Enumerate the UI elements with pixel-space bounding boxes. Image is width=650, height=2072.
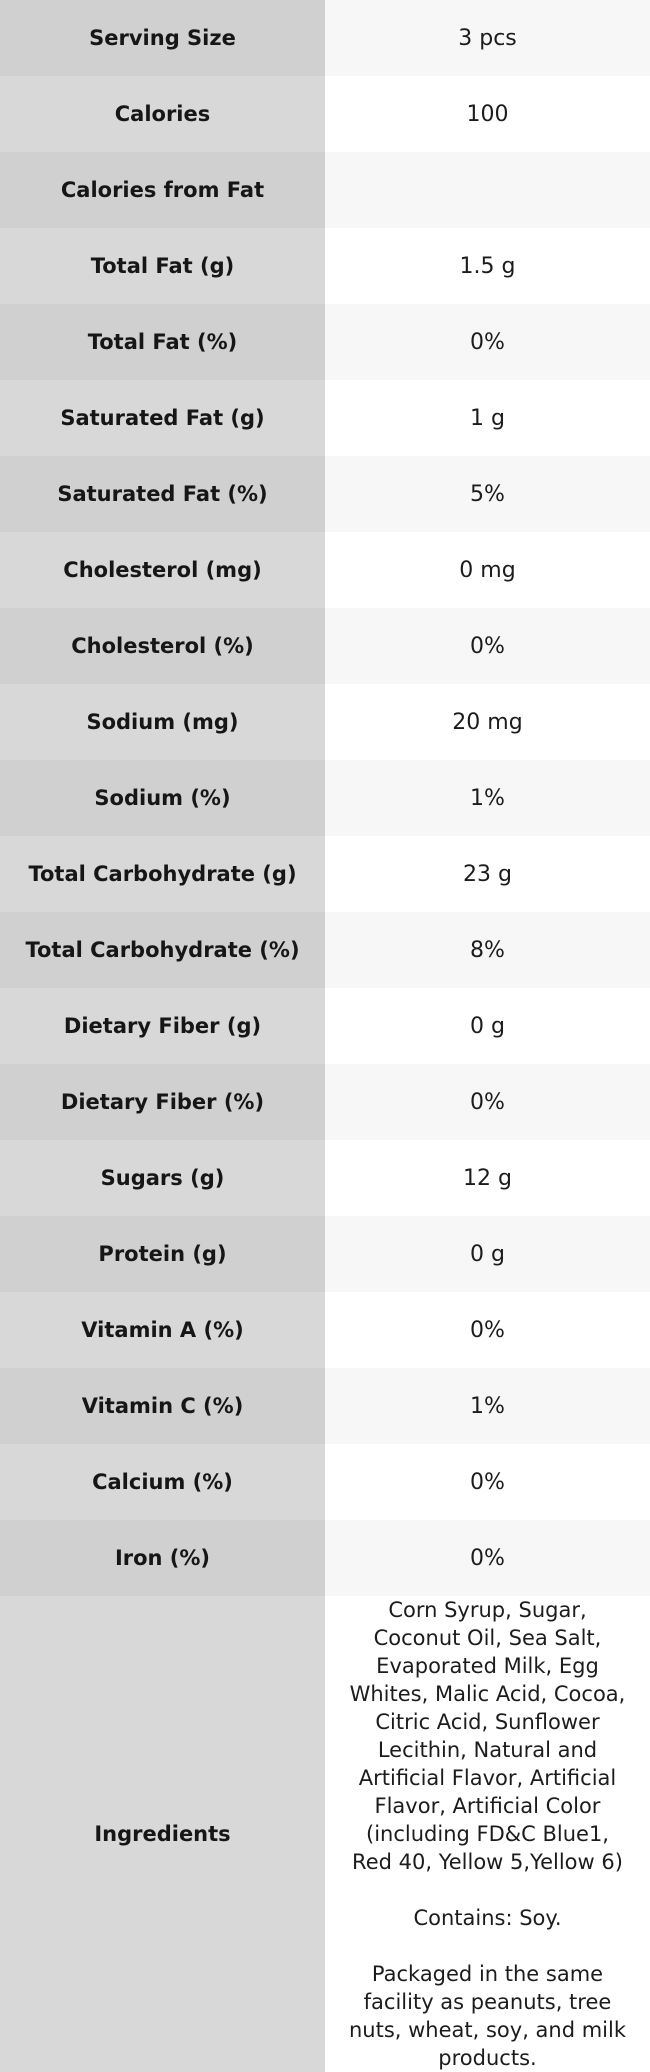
row-total-carbohydrate-g: Total Carbohydrate (g) 23 g [0, 836, 650, 912]
row-value: 3 pcs [325, 0, 650, 76]
row-label: Saturated Fat (%) [0, 456, 325, 532]
row-value: 0% [325, 1292, 650, 1368]
row-dietary-fiber-pct: Dietary Fiber (%) 0% [0, 1064, 650, 1140]
row-sugars-g: Sugars (g) 12 g [0, 1140, 650, 1216]
row-label: Vitamin A (%) [0, 1292, 325, 1368]
row-label: Total Fat (g) [0, 228, 325, 304]
row-value: 0 g [325, 988, 650, 1064]
row-value: 0% [325, 1520, 650, 1596]
row-value: 20 mg [325, 684, 650, 760]
row-iron-pct: Iron (%) 0% [0, 1520, 650, 1596]
row-label: Sugars (g) [0, 1140, 325, 1216]
row-sodium-mg: Sodium (mg) 20 mg [0, 684, 650, 760]
row-value: 100 [325, 76, 650, 152]
row-vitamin-c-pct: Vitamin C (%) 1% [0, 1368, 650, 1444]
row-saturated-fat-pct: Saturated Fat (%) 5% [0, 456, 650, 532]
row-label: Saturated Fat (g) [0, 380, 325, 456]
row-total-fat-g: Total Fat (g) 1.5 g [0, 228, 650, 304]
row-value: 1% [325, 1368, 650, 1444]
row-label: Serving Size [0, 0, 325, 76]
row-value: 0 mg [325, 532, 650, 608]
row-value: 8% [325, 912, 650, 988]
row-label: Sodium (mg) [0, 684, 325, 760]
row-label: Ingredients [0, 1596, 325, 2072]
row-label: Cholesterol (mg) [0, 532, 325, 608]
row-value: 1 g [325, 380, 650, 456]
row-label: Dietary Fiber (%) [0, 1064, 325, 1140]
row-calcium-pct: Calcium (%) 0% [0, 1444, 650, 1520]
row-label: Iron (%) [0, 1520, 325, 1596]
row-label: Calories from Fat [0, 152, 325, 228]
row-label: Protein (g) [0, 1216, 325, 1292]
row-ingredients: Ingredients Corn Syrup, Sugar, Coconut O… [0, 1596, 650, 2072]
row-value: 1% [325, 760, 650, 836]
row-value: Corn Syrup, Sugar, Coconut Oil, Sea Salt… [325, 1596, 650, 2072]
row-value: 0% [325, 608, 650, 684]
row-value: 5% [325, 456, 650, 532]
row-label: Cholesterol (%) [0, 608, 325, 684]
row-calories-from-fat: Calories from Fat [0, 152, 650, 228]
row-label: Total Fat (%) [0, 304, 325, 380]
row-dietary-fiber-g: Dietary Fiber (g) 0 g [0, 988, 650, 1064]
row-value: 23 g [325, 836, 650, 912]
row-serving-size: Serving Size 3 pcs [0, 0, 650, 76]
row-value: 0 g [325, 1216, 650, 1292]
row-sodium-pct: Sodium (%) 1% [0, 760, 650, 836]
row-label: Calcium (%) [0, 1444, 325, 1520]
row-label: Calories [0, 76, 325, 152]
row-value: 0% [325, 1064, 650, 1140]
row-cholesterol-pct: Cholesterol (%) 0% [0, 608, 650, 684]
row-value: 0% [325, 304, 650, 380]
row-total-fat-pct: Total Fat (%) 0% [0, 304, 650, 380]
row-label: Vitamin C (%) [0, 1368, 325, 1444]
row-label: Total Carbohydrate (%) [0, 912, 325, 988]
row-label: Total Carbohydrate (g) [0, 836, 325, 912]
row-value: 12 g [325, 1140, 650, 1216]
row-vitamin-a-pct: Vitamin A (%) 0% [0, 1292, 650, 1368]
row-value [325, 152, 650, 228]
row-cholesterol-mg: Cholesterol (mg) 0 mg [0, 532, 650, 608]
row-protein-g: Protein (g) 0 g [0, 1216, 650, 1292]
row-value: 0% [325, 1444, 650, 1520]
row-total-carbohydrate-pct: Total Carbohydrate (%) 8% [0, 912, 650, 988]
row-saturated-fat-g: Saturated Fat (g) 1 g [0, 380, 650, 456]
row-calories: Calories 100 [0, 76, 650, 152]
row-label: Dietary Fiber (g) [0, 988, 325, 1064]
row-label: Sodium (%) [0, 760, 325, 836]
row-value: 1.5 g [325, 228, 650, 304]
